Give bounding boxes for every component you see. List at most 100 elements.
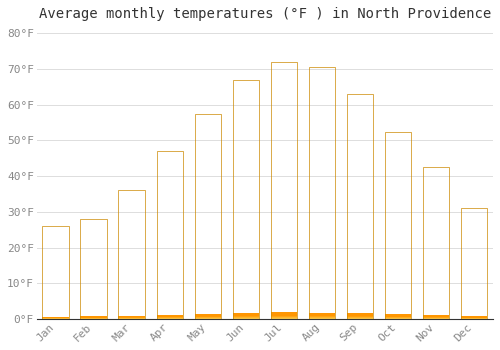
Bar bbox=[80, 317, 107, 318]
Bar bbox=[156, 316, 183, 319]
Bar bbox=[80, 316, 107, 318]
Bar bbox=[308, 314, 335, 317]
Bar bbox=[308, 314, 335, 317]
Bar bbox=[460, 317, 487, 318]
Bar bbox=[232, 315, 259, 318]
Bar bbox=[232, 313, 259, 316]
Bar bbox=[422, 317, 450, 318]
Bar bbox=[270, 313, 297, 316]
Bar bbox=[156, 316, 183, 318]
Bar bbox=[118, 316, 145, 318]
Bar bbox=[42, 317, 69, 318]
Bar bbox=[270, 315, 297, 318]
Bar bbox=[156, 315, 183, 317]
Bar bbox=[42, 317, 69, 318]
Bar bbox=[232, 315, 259, 318]
Bar bbox=[156, 315, 183, 317]
Bar bbox=[42, 316, 69, 318]
Bar bbox=[80, 317, 107, 318]
Bar bbox=[308, 314, 335, 317]
Bar bbox=[422, 316, 450, 318]
Bar bbox=[346, 315, 374, 318]
Bar bbox=[270, 315, 297, 318]
Bar bbox=[118, 316, 145, 318]
Bar bbox=[42, 317, 69, 318]
Bar bbox=[118, 317, 145, 318]
Bar bbox=[346, 315, 374, 318]
Bar bbox=[194, 316, 221, 318]
Bar bbox=[156, 316, 183, 318]
Bar bbox=[232, 315, 259, 318]
Bar bbox=[346, 315, 374, 318]
Bar bbox=[194, 314, 221, 316]
Bar bbox=[308, 314, 335, 317]
Bar bbox=[346, 315, 374, 318]
Bar bbox=[42, 317, 69, 318]
Bar bbox=[80, 317, 107, 319]
Bar bbox=[422, 316, 450, 319]
Bar bbox=[270, 315, 297, 318]
Bar bbox=[384, 316, 411, 319]
Bar bbox=[156, 315, 183, 317]
Bar bbox=[308, 314, 335, 317]
Bar bbox=[156, 316, 183, 318]
Bar bbox=[384, 316, 411, 318]
Bar bbox=[80, 316, 107, 318]
Bar bbox=[118, 316, 145, 318]
Bar bbox=[194, 315, 221, 318]
Bar bbox=[384, 316, 411, 319]
Bar bbox=[118, 316, 145, 318]
Bar bbox=[156, 316, 183, 318]
Bar bbox=[422, 315, 450, 317]
Bar bbox=[118, 316, 145, 317]
Bar bbox=[422, 315, 450, 317]
Bar bbox=[232, 316, 259, 319]
Bar bbox=[232, 314, 259, 317]
Bar bbox=[346, 315, 374, 318]
Bar bbox=[270, 314, 297, 317]
Bar bbox=[384, 314, 411, 317]
Bar bbox=[422, 316, 450, 318]
Bar bbox=[460, 316, 487, 318]
Bar bbox=[270, 315, 297, 318]
Bar bbox=[80, 317, 107, 318]
Bar bbox=[270, 314, 297, 317]
Bar bbox=[232, 314, 259, 317]
Bar bbox=[232, 313, 259, 316]
Bar bbox=[422, 316, 450, 318]
Bar bbox=[346, 314, 374, 317]
Bar bbox=[232, 315, 259, 317]
Bar bbox=[42, 317, 69, 318]
Bar bbox=[460, 317, 487, 319]
Bar bbox=[422, 316, 450, 317]
Bar bbox=[270, 313, 297, 316]
Bar bbox=[118, 317, 145, 318]
Bar bbox=[346, 316, 374, 318]
Bar bbox=[80, 317, 107, 318]
Bar bbox=[308, 313, 335, 316]
Bar bbox=[194, 314, 221, 317]
Bar bbox=[346, 315, 374, 317]
Bar bbox=[460, 316, 487, 318]
Bar bbox=[194, 315, 221, 317]
Bar bbox=[308, 315, 335, 318]
Bar bbox=[422, 317, 450, 319]
Bar bbox=[460, 317, 487, 318]
Bar bbox=[156, 316, 183, 318]
Bar bbox=[42, 317, 69, 318]
Bar bbox=[232, 314, 259, 316]
Bar bbox=[460, 316, 487, 317]
Bar bbox=[80, 317, 107, 318]
Bar bbox=[346, 316, 374, 318]
Bar bbox=[232, 316, 259, 319]
Bar bbox=[118, 317, 145, 318]
Bar bbox=[460, 316, 487, 318]
Bar bbox=[194, 316, 221, 319]
Bar bbox=[460, 316, 487, 318]
Bar bbox=[346, 315, 374, 318]
Bar bbox=[156, 315, 183, 317]
Bar bbox=[156, 315, 183, 317]
Bar bbox=[194, 314, 221, 317]
Bar bbox=[346, 316, 374, 318]
Bar bbox=[422, 317, 450, 319]
